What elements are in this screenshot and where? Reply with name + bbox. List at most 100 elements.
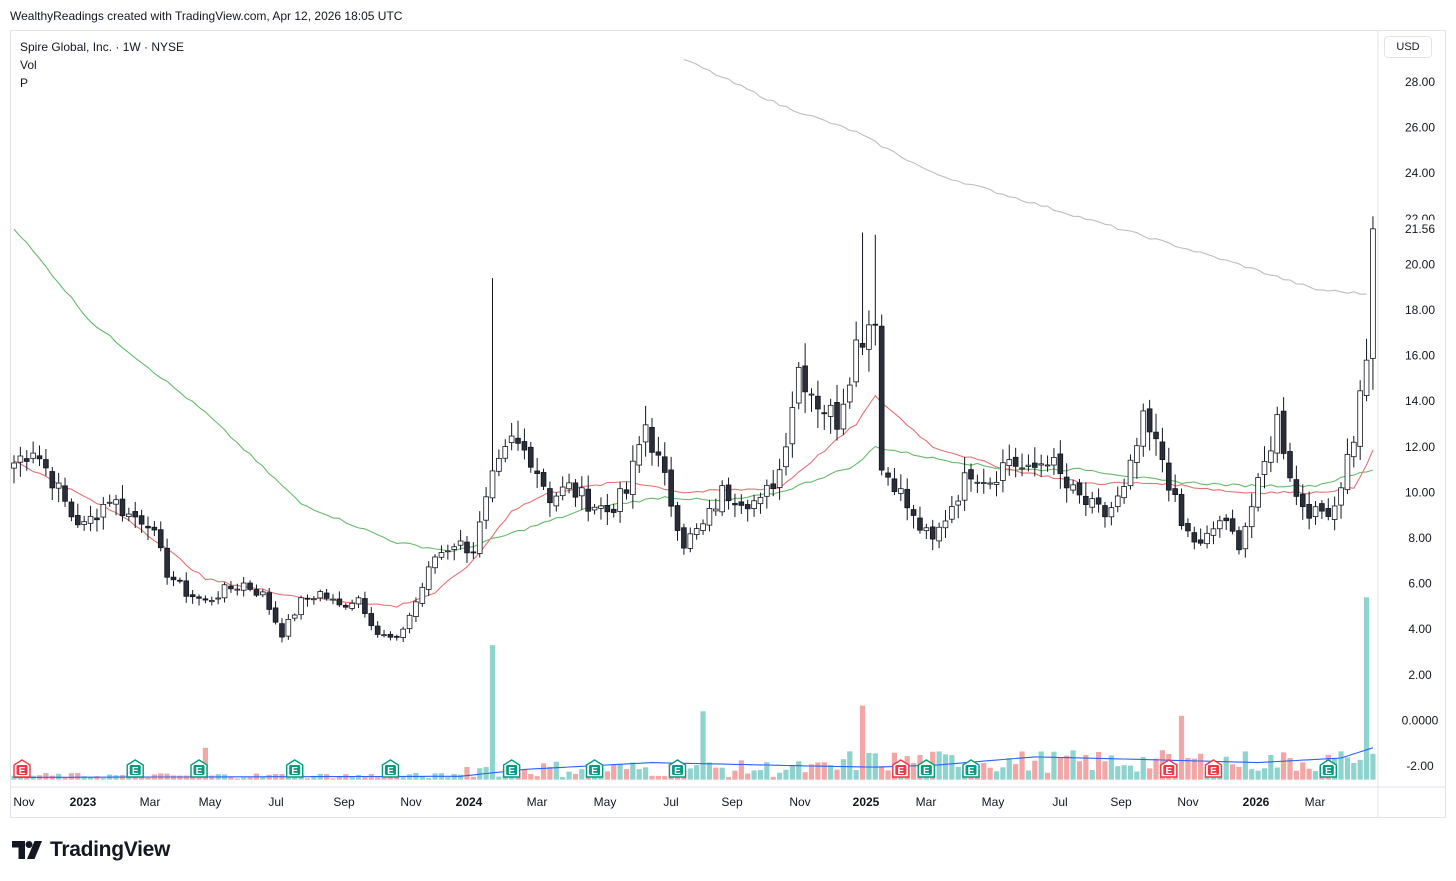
candle	[1057, 440, 1064, 489]
volume-indicator-label[interactable]: Vol	[20, 58, 37, 72]
candle	[604, 493, 611, 525]
tradingview-brand[interactable]: TradingView	[12, 838, 170, 862]
volume-bar	[1147, 768, 1153, 780]
candle	[547, 481, 553, 517]
earnings-label: E	[132, 766, 139, 777]
volume-bar	[445, 777, 451, 780]
p-indicator-label[interactable]: P	[20, 76, 29, 90]
volume-bar	[1281, 752, 1287, 780]
volume-bar	[247, 777, 253, 780]
volume-bar	[87, 777, 94, 780]
currency-button[interactable]: USD	[1384, 36, 1432, 58]
candle	[419, 582, 426, 607]
earnings-label: E	[1325, 766, 1332, 777]
earnings-marker[interactable]: E	[381, 759, 400, 778]
candle	[1146, 399, 1153, 451]
candle	[1287, 442, 1293, 482]
candle	[936, 522, 942, 549]
time-axis[interactable]: Nov 2023 Mar May Jul Sep Nov 2024 Mar May Jul Sep No…	[13, 795, 1325, 809]
candle	[642, 405, 649, 457]
candle	[1331, 496, 1338, 531]
candle	[196, 594, 202, 606]
volume-bar	[1344, 757, 1351, 780]
earnings-label: E	[968, 766, 975, 777]
price-tick-label: 20.00	[1405, 257, 1435, 271]
volume-bar	[942, 754, 949, 780]
volume-bar	[828, 765, 834, 780]
candle	[75, 503, 81, 528]
time-tick-label: May	[594, 795, 617, 809]
volume-bar	[566, 771, 572, 780]
volume-bar	[572, 773, 579, 780]
candle	[177, 577, 183, 584]
volume-bar	[655, 775, 661, 780]
earnings-marker[interactable]: E	[286, 759, 304, 778]
earnings-marker[interactable]: E	[962, 759, 980, 778]
volume-bar	[1287, 758, 1293, 780]
earnings-marker[interactable]: E	[190, 759, 208, 778]
tradingview-logo-icon	[12, 841, 42, 859]
candle	[11, 455, 17, 484]
candle	[961, 457, 968, 511]
volume-bar	[1057, 757, 1063, 780]
time-tick-label: Nov	[400, 795, 421, 809]
time-tick-label: 2023	[70, 795, 97, 809]
volume-bar	[528, 773, 534, 780]
candle	[260, 589, 266, 598]
earnings-marker[interactable]: E	[1160, 759, 1178, 778]
earnings-marker[interactable]: E	[1204, 759, 1223, 778]
candle	[687, 527, 694, 553]
candle	[406, 612, 413, 634]
earnings-marker[interactable]: E	[585, 759, 604, 778]
volume-bar	[643, 767, 649, 780]
candle	[846, 377, 853, 409]
earnings-marker[interactable]: E	[502, 759, 521, 778]
candle	[317, 589, 324, 602]
candle	[776, 458, 783, 500]
candle	[451, 543, 458, 561]
volume-bar	[789, 765, 795, 780]
candle	[445, 544, 451, 560]
candle	[821, 404, 828, 430]
candle	[208, 596, 215, 606]
candle	[929, 519, 936, 551]
candle	[706, 500, 713, 532]
volume-bar	[304, 778, 311, 780]
earnings-marker[interactable]: E	[126, 759, 144, 778]
candle	[1255, 473, 1261, 512]
volume-bar	[1312, 770, 1319, 780]
earnings-marker[interactable]: E	[1319, 759, 1337, 778]
volume-bar	[43, 773, 49, 780]
volume-bar	[1089, 769, 1095, 780]
earnings-marker[interactable]: E	[917, 759, 936, 778]
symbol-title[interactable]: Spire Global, Inc. · 1W · NYSE	[20, 40, 185, 54]
volume-bar	[1044, 772, 1051, 780]
candle	[649, 417, 655, 466]
candle	[1248, 493, 1255, 539]
candle	[579, 476, 585, 510]
price-tick-label: 24.00	[1405, 166, 1435, 180]
volume-bar	[1242, 751, 1248, 780]
candle	[693, 523, 700, 540]
candle	[1312, 501, 1319, 525]
earnings-marker[interactable]: E	[13, 759, 31, 778]
earnings-marker[interactable]: E	[668, 759, 687, 778]
candle	[1325, 498, 1332, 521]
candle	[668, 456, 674, 517]
volume-bar	[1255, 770, 1261, 780]
earnings-label: E	[508, 766, 515, 777]
earnings-marker[interactable]: E	[892, 759, 910, 778]
candle	[1063, 463, 1070, 503]
candle	[661, 442, 668, 486]
volume-bar	[534, 776, 540, 780]
candle	[1134, 437, 1140, 479]
candle	[483, 487, 489, 530]
price-axis[interactable]: 28.0026.0024.0022.0020.0018.0016.0014.00…	[1402, 75, 1439, 773]
candle	[700, 519, 706, 535]
volume-bar	[993, 771, 1000, 780]
candle	[725, 477, 732, 510]
volume-bar	[700, 711, 706, 780]
volume-bar	[1300, 762, 1306, 780]
candle	[240, 576, 247, 597]
